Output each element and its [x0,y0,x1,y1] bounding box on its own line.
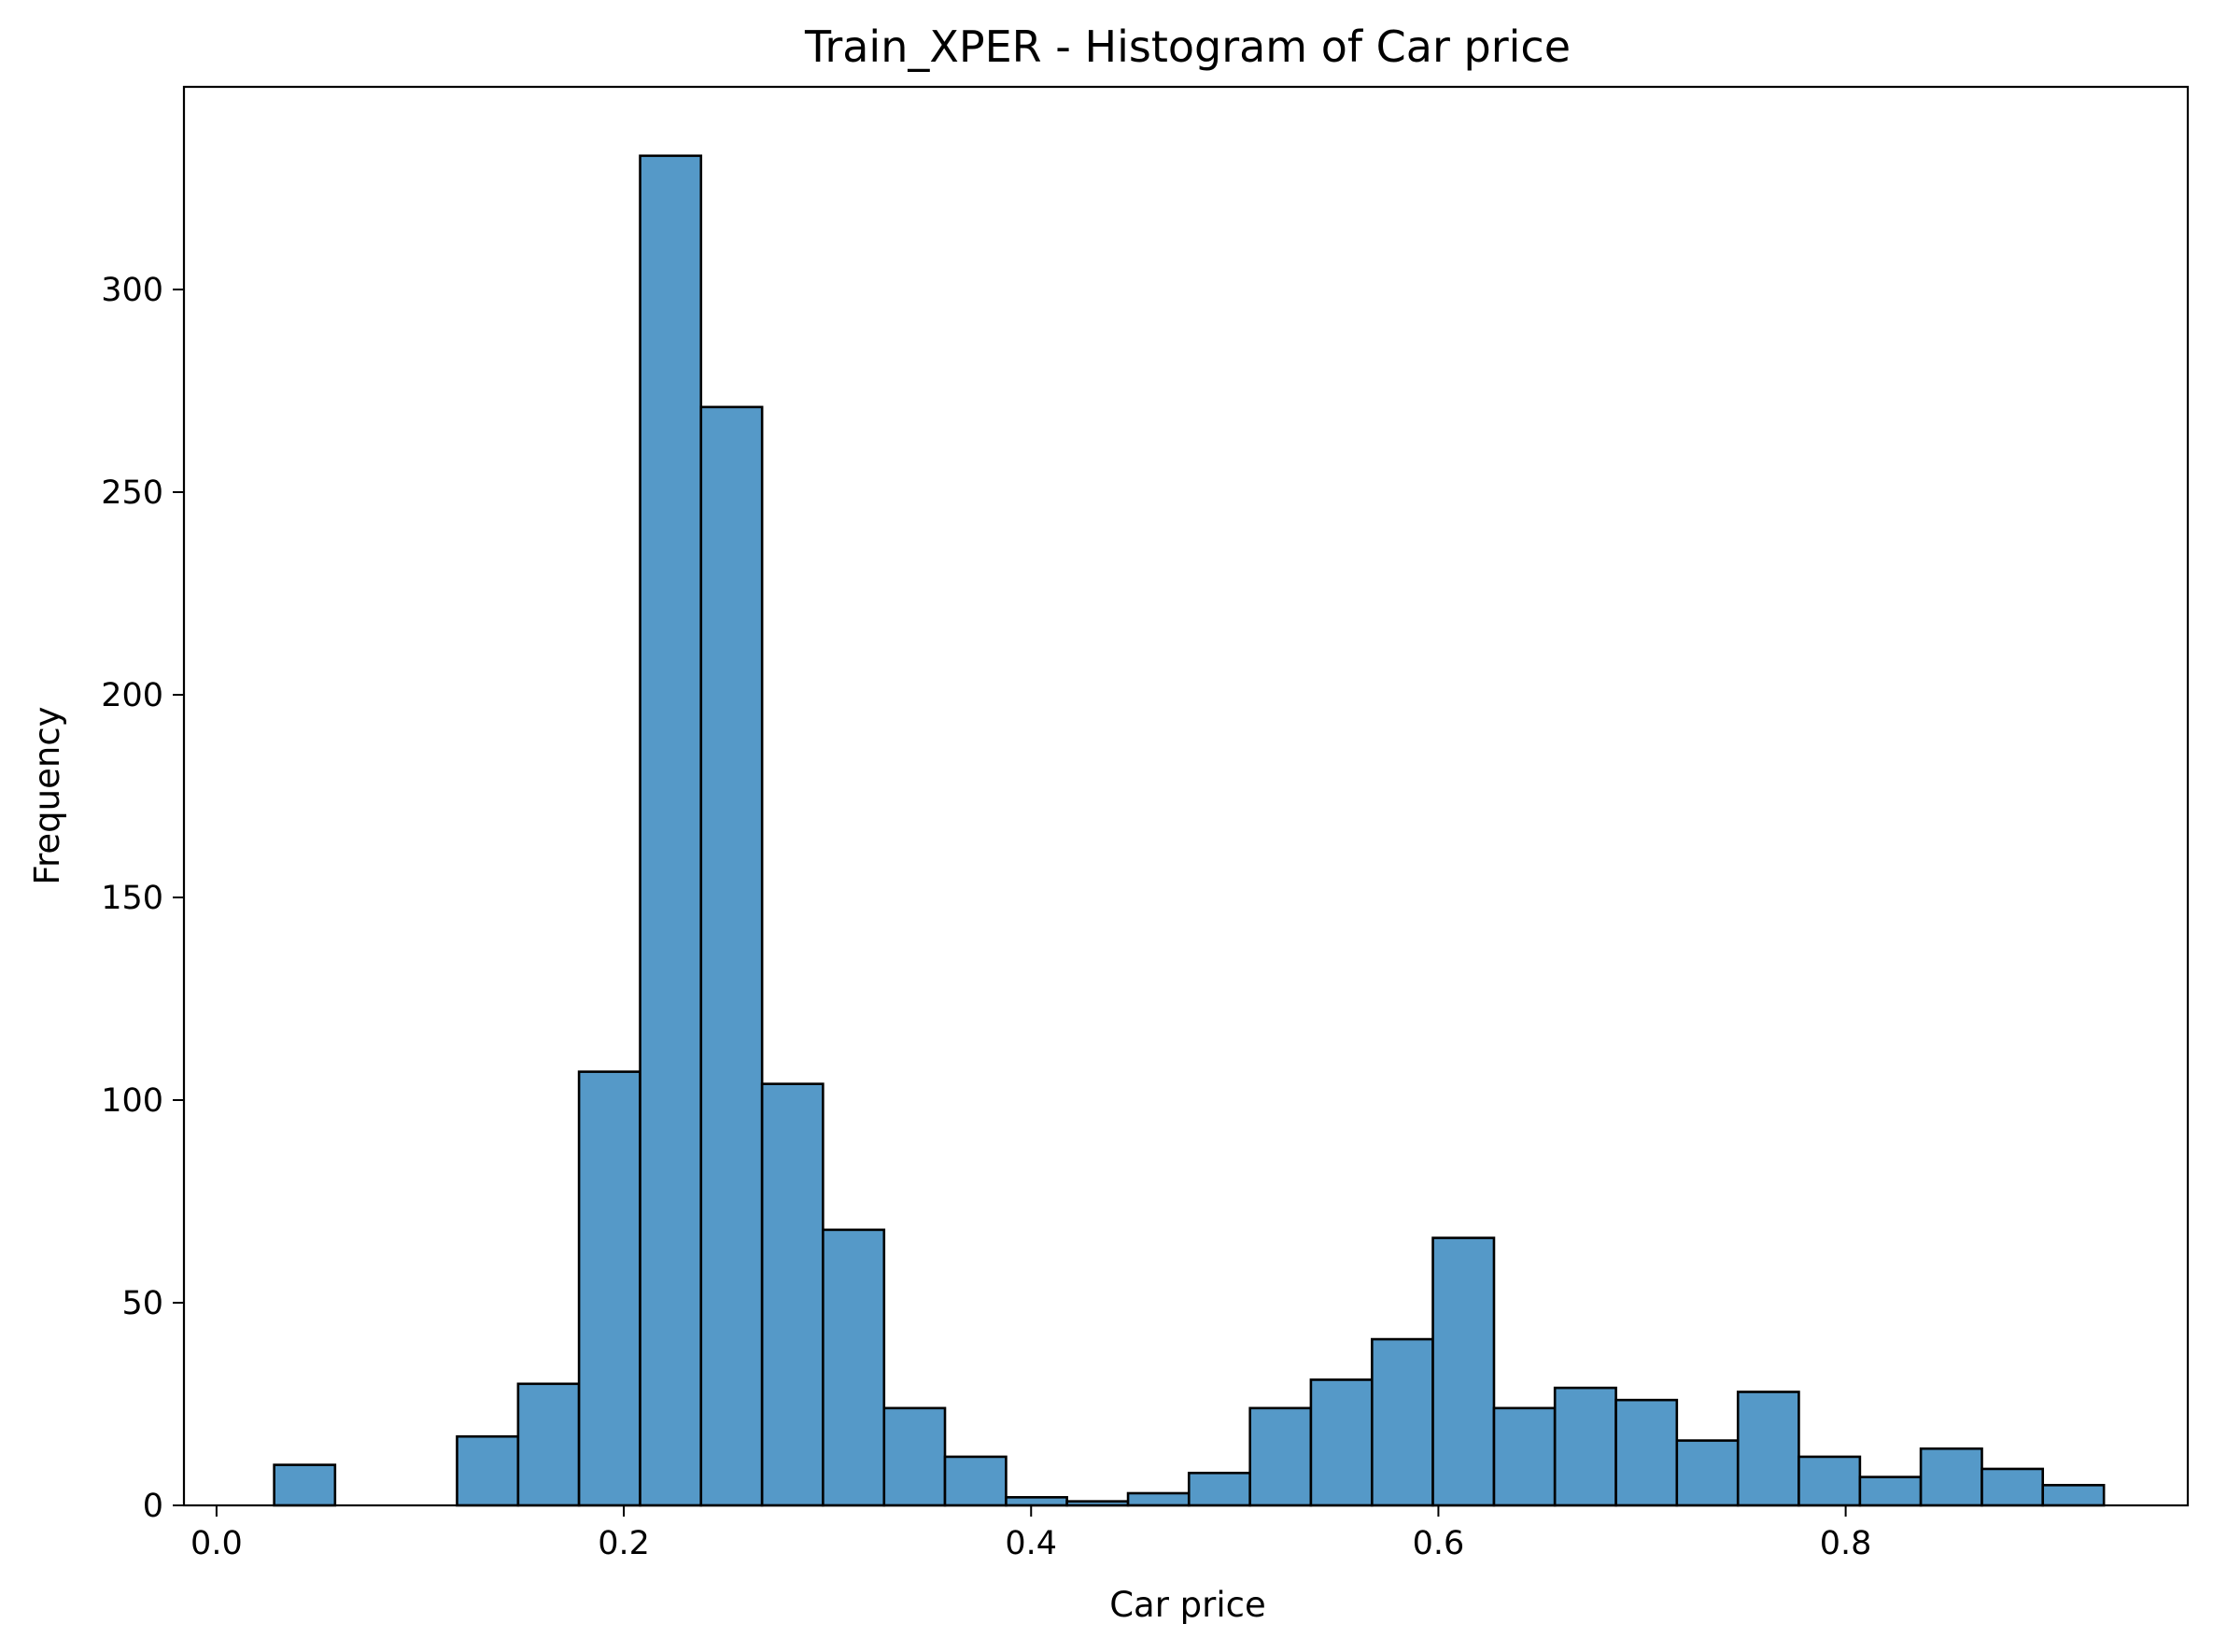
histogram-bar [882,1406,947,1507]
y-axis-ticks: 0 50 100 150 200 250 300 [101,272,184,1525]
x-tick-label: 0.6 [1413,1525,1465,1562]
histogram-bar [1187,1471,1251,1507]
histogram-bar [1126,1491,1191,1507]
histogram-bar [1797,1455,1862,1507]
histogram-bar [639,154,703,1507]
histogram-bar [1858,1476,1923,1507]
histogram-bar [1553,1386,1617,1507]
y-tick-label: 250 [101,474,163,512]
histogram-bar [1736,1391,1800,1507]
x-tick-label: 0.2 [598,1525,650,1562]
bars-group [273,154,2106,1507]
chart-title: Train_XPER - Histogram of Car price [804,21,1571,72]
histogram-bar [1614,1398,1679,1507]
histogram-bar [1980,1467,2045,1507]
x-tick-label: 0.4 [1005,1525,1057,1562]
histogram-bar [577,1070,641,1507]
x-axis-ticks: 0.0 0.2 0.4 0.6 0.8 [190,1505,1871,1562]
histogram-bar [2041,1484,2106,1507]
histogram-bar [1309,1378,1374,1507]
histogram-bar [1492,1406,1557,1507]
histogram-bar [760,1082,825,1507]
y-tick-label: 0 [143,1488,163,1525]
histogram-bar [516,1382,581,1507]
y-axis-label: Frequency [27,706,67,884]
x-tick-label: 0.0 [190,1525,243,1562]
histogram-bar [1675,1439,1740,1507]
histogram-bar [1005,1496,1068,1507]
plot-frame [182,85,2190,1507]
y-tick-label: 300 [101,272,163,309]
histogram-bar [1371,1337,1434,1507]
histogram-bar [1431,1236,1496,1507]
y-tick-label: 50 [121,1285,163,1322]
histogram-bar [943,1455,1008,1507]
histogram-bar [1919,1447,1983,1507]
x-tick-label: 0.8 [1820,1525,1872,1562]
histogram-bar [822,1228,886,1507]
y-tick-label: 150 [101,880,163,917]
y-tick-label: 100 [101,1082,163,1120]
y-tick-label: 200 [101,677,163,714]
histogram-bar [699,405,764,1507]
x-axis-label: Car price [1109,1585,1266,1625]
histogram-bar [273,1463,337,1507]
histogram-bar [456,1434,520,1507]
histogram-bar [1248,1406,1313,1507]
